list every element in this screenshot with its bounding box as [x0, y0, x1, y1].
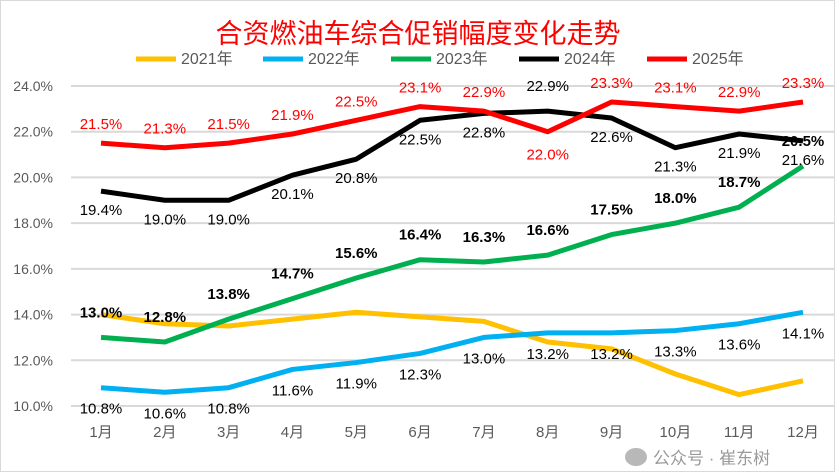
x-tick-label: 3月 [217, 424, 240, 441]
data-label: 22.9% [718, 84, 761, 101]
data-label: 10.8% [80, 401, 123, 418]
data-label: 12.3% [399, 366, 442, 383]
data-label: 22.0% [526, 147, 569, 164]
data-label: 18.7% [718, 174, 761, 191]
legend-label: 2022年 [308, 50, 360, 68]
data-label: 21.3% [144, 121, 187, 138]
x-tick-label: 10月 [660, 424, 692, 441]
legend-label: 2024年 [564, 50, 616, 68]
legend-label: 2021年 [181, 50, 233, 68]
data-label: 17.5% [590, 202, 633, 219]
data-label: 14.7% [271, 266, 314, 283]
y-tick-label: 20.0% [13, 169, 53, 185]
data-label: 14.1% [782, 325, 825, 342]
x-tick-label: 11月 [724, 424, 755, 441]
data-label: 23.1% [399, 80, 442, 97]
data-label: 20.8% [335, 170, 378, 187]
data-label: 23.1% [654, 80, 697, 97]
data-label: 22.9% [526, 78, 569, 95]
data-label: 13.8% [207, 286, 250, 303]
y-tick-label: 22.0% [13, 124, 53, 140]
data-label: 21.5% [80, 116, 123, 133]
data-label: 22.9% [463, 84, 506, 101]
x-tick-label: 5月 [345, 424, 368, 441]
data-label: 21.5% [207, 116, 250, 133]
series-line [100, 309, 804, 398]
data-label: 21.9% [718, 145, 761, 162]
data-label: 21.6% [782, 152, 825, 169]
series-line [100, 108, 804, 203]
y-tick-label: 12.0% [13, 352, 53, 368]
data-label: 23.3% [590, 75, 633, 92]
x-tick-label: 2月 [153, 424, 176, 441]
x-tick-label: 6月 [408, 424, 431, 441]
data-label: 13.3% [654, 344, 697, 361]
data-label: 23.3% [782, 75, 825, 92]
legend-label: 2023年 [436, 50, 488, 68]
legend-label: 2025年 [692, 50, 744, 68]
series-line [100, 99, 804, 151]
wechat-icon [625, 447, 647, 466]
data-label: 16.4% [399, 227, 442, 244]
data-label: 13.6% [718, 337, 761, 354]
data-label: 19.0% [144, 211, 187, 228]
data-label: 20.1% [271, 186, 314, 203]
x-tick-label: 9月 [600, 424, 623, 441]
x-tick-label: 12月 [787, 424, 819, 441]
data-label: 13.0% [80, 304, 123, 321]
data-label: 13.2% [590, 346, 633, 363]
data-label: 22.8% [463, 124, 506, 141]
data-label: 10.8% [207, 401, 250, 418]
series-line [100, 309, 804, 395]
y-tick-label: 24.0% [13, 78, 53, 94]
watermark: 公众号 · 崔东树 [625, 444, 770, 469]
chart-title: 合资燃油车综合促销幅度变化走势 [216, 19, 621, 49]
series-line [100, 163, 805, 345]
y-tick-label: 18.0% [13, 215, 53, 231]
data-label: 16.6% [526, 222, 569, 239]
data-label: 21.9% [271, 107, 314, 124]
data-label: 16.3% [463, 229, 506, 246]
x-tick-label: 1月 [89, 424, 112, 441]
y-tick-label: 14.0% [13, 307, 53, 323]
watermark-text: 公众号 · 崔东树 [653, 449, 771, 468]
data-label: 13.2% [526, 346, 569, 363]
data-label: 12.8% [144, 309, 187, 326]
y-tick-label: 16.0% [13, 261, 53, 277]
y-tick-label: 10.0% [13, 398, 53, 414]
x-tick-label: 8月 [536, 424, 559, 441]
data-label: 19.0% [207, 211, 250, 228]
data-label: 18.0% [654, 190, 697, 207]
data-label: 21.3% [654, 159, 697, 176]
x-tick-label: 7月 [472, 424, 495, 441]
data-label: 15.6% [335, 245, 378, 262]
data-label: 11.9% [336, 376, 377, 393]
data-label: 13.0% [463, 350, 506, 367]
data-label: 20.5% [782, 133, 825, 150]
x-tick-label: 4月 [281, 424, 304, 441]
data-label: 22.6% [590, 129, 633, 146]
data-label: 11.6% [272, 382, 313, 399]
data-label: 22.5% [399, 131, 442, 148]
data-label: 22.5% [335, 93, 378, 110]
data-label: 10.6% [144, 405, 187, 422]
data-label: 19.4% [80, 202, 123, 219]
